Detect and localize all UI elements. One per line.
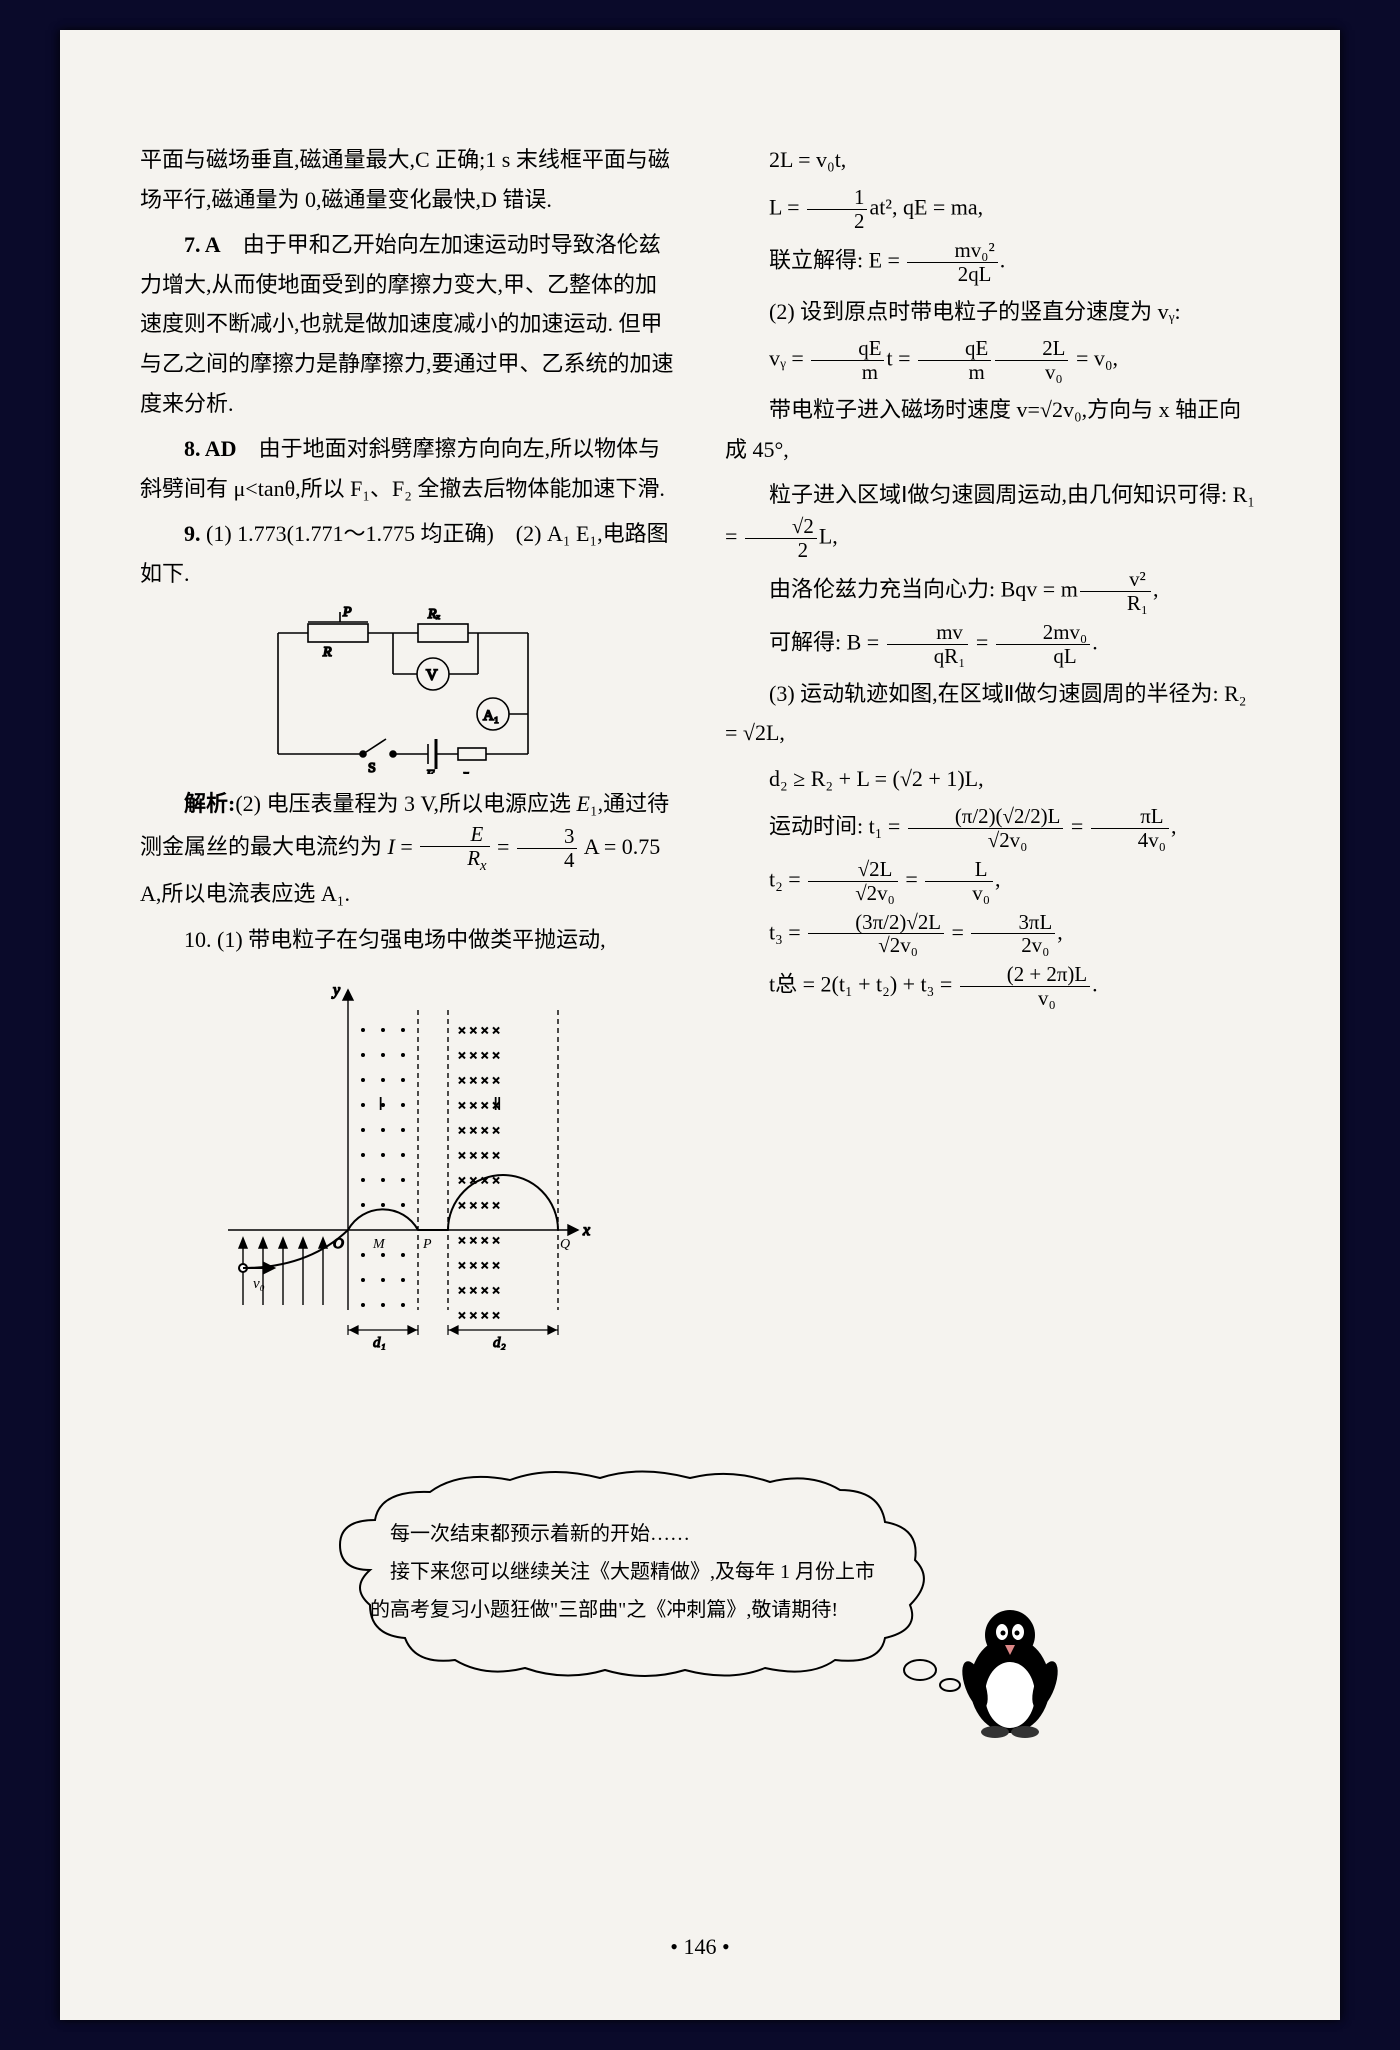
svg-text:× × × ×: × × × × xyxy=(458,1099,500,1114)
p8: d₂ ≥ R₂ + L = (√2 + 1)L, xyxy=(725,759,1260,799)
q7-answer: A xyxy=(205,232,221,257)
svg-text:P: P xyxy=(422,1237,432,1252)
svg-text:× × × ×: × × × × xyxy=(458,1259,500,1274)
svg-text:V: V xyxy=(426,667,438,684)
bubble-line3: 的高考复习小题狂做"三部曲"之《冲刺篇》,敬请期待! xyxy=(370,1598,838,1621)
p3: 带电粒子进入磁场时速度 v=√2v₀,方向与 x 轴正向成 45°, xyxy=(725,390,1260,469)
q8-answer: AD xyxy=(205,436,237,461)
svg-text:× × × ×: × × × × xyxy=(458,1234,500,1249)
p11: t₃ = (3π/2)√2L√2v₀ = 3πL2v₀, xyxy=(725,911,1260,958)
svg-text:y: y xyxy=(331,982,341,999)
q7-body: 由于甲和乙开始向左加速运动时导致洛伦兹力增大,从而使地面受到的摩擦力变大,甲、乙… xyxy=(140,232,674,415)
bubble-line2: 接下来您可以继续关注《大题精做》,及每年 1 月份上市 xyxy=(390,1560,875,1583)
p9: 运动时间: t₁ = (π/2)(√2/2)L√2v₀ = πL4v₀, xyxy=(725,805,1260,852)
svg-text:× × × ×: × × × × xyxy=(458,1124,500,1139)
svg-text:P: P xyxy=(342,605,352,620)
eq-L: L = 12at², qE = ma, xyxy=(725,186,1260,233)
q9-analysis: 解析:(2) 电压表量程为 3 V,所以电源应选 E₁,通过待测金属丝的最大电流… xyxy=(140,784,675,914)
svg-text:d₁: d₁ xyxy=(373,1335,386,1350)
svg-text:r: r xyxy=(463,768,469,774)
page-number: • 146 • xyxy=(60,1934,1340,1960)
svg-text:Rₓ: Rₓ xyxy=(427,607,441,622)
p5: 由洛伦兹力充当向心力: Bqv = mv²R₁, xyxy=(725,568,1260,615)
circuit-diagram: P R Rₓ V xyxy=(140,604,675,774)
eq-E: 联立解得: E = mv₀²2qL. xyxy=(725,239,1260,286)
svg-text:× × × ×: × × × × xyxy=(458,1199,500,1214)
q9-paragraph: 9. (1) 1.773(1.771～1.775 均正确) (2) A₁ E₁,… xyxy=(140,514,675,593)
closing-bubble: 每一次结束都预示着新的开始…… 接下来您可以继续关注《大题精做》,及每年 1 月… xyxy=(310,1460,1090,1740)
svg-text:× × × ×: × × × × xyxy=(458,1284,500,1299)
q7-label: 7. xyxy=(184,232,201,257)
p10: t₂ = √2L√2v₀ = Lv₀, xyxy=(725,858,1260,905)
svg-text:M: M xyxy=(372,1237,386,1252)
analysis-label: 解析: xyxy=(184,791,235,816)
svg-text:x: x xyxy=(582,1222,590,1239)
q8-label: 8. xyxy=(184,436,201,461)
right-column: 2L = v₀t, L = 12at², qE = ma, 联立解得: E = … xyxy=(725,140,1260,1360)
svg-text:× × × ×: × × × × xyxy=(458,1024,500,1039)
q10-text: (1) 带电粒子在匀强电场中做类平抛运动, xyxy=(217,927,606,952)
p12: t总 = 2(t₁ + t₂) + t₃ = (2 + 2π)Lv₀. xyxy=(725,963,1260,1010)
q10-label: 10. xyxy=(184,927,212,952)
left-column: 平面与磁场垂直,磁通量最大,C 正确;1 s 末线框平面与磁场平行,磁通量为 0… xyxy=(140,140,675,1360)
svg-text:E: E xyxy=(425,768,435,774)
svg-text:d₂: d₂ xyxy=(493,1335,506,1350)
q7-paragraph: 7. A 由于甲和乙开始向左加速运动时导致洛伦兹力增大,从而使地面受到的摩擦力变… xyxy=(140,225,675,423)
svg-text:S: S xyxy=(368,761,376,774)
eq-vy: vᵧ = qEmt = qEm2Lv₀ = v₀, xyxy=(725,337,1260,384)
q10-p1: 10. (1) 带电粒子在匀强电场中做类平抛运动, xyxy=(140,920,675,960)
svg-text:× × × ×: × × × × xyxy=(458,1074,500,1089)
q9-body: (1) 1.773(1.771～1.775 均正确) (2) A₁ E₁,电路图… xyxy=(140,521,669,586)
svg-text:× × × ×: × × × × xyxy=(458,1049,500,1064)
p6: 可解得: B = mvqR₁ = 2mv₀qL. xyxy=(725,621,1260,668)
eq-2L: 2L = v₀t, xyxy=(725,140,1260,180)
q9-label: 9. xyxy=(184,521,201,546)
svg-text:A₁: A₁ xyxy=(483,708,499,724)
field-diagram: x y O Ⅰ Ⅱ xyxy=(140,970,675,1350)
p4: 粒子进入区域Ⅰ做匀速圆周运动,由几何知识可得: R₁ = √22L, xyxy=(725,475,1260,562)
q6-continuation: 平面与磁场垂直,磁通量最大,C 正确;1 s 末线框平面与磁场平行,磁通量为 0… xyxy=(140,140,675,219)
bubble-line1: 每一次结束都预示着新的开始…… xyxy=(390,1522,690,1545)
svg-text:× × × ×: × × × × xyxy=(458,1149,500,1164)
page: 平面与磁场垂直,磁通量最大,C 正确;1 s 末线框平面与磁场平行,磁通量为 0… xyxy=(60,30,1340,2020)
svg-text:× × × ×: × × × × xyxy=(458,1309,500,1324)
two-column-layout: 平面与磁场垂直,磁通量最大,C 正确;1 s 末线框平面与磁场平行,磁通量为 0… xyxy=(140,140,1260,1360)
p2: (2) 设到原点时带电粒子的竖直分速度为 vᵧ: xyxy=(725,292,1260,332)
svg-text:v₀: v₀ xyxy=(253,1276,265,1292)
q8-paragraph: 8. AD 由于地面对斜劈摩擦方向向左,所以物体与斜劈间有 μ<tanθ,所以 … xyxy=(140,429,675,508)
svg-text:R: R xyxy=(322,645,332,660)
svg-text:Q: Q xyxy=(560,1237,570,1252)
p7: (3) 运动轨迹如图,在区域Ⅱ做匀速圆周的半径为: R₂ = √2L, xyxy=(725,674,1260,753)
